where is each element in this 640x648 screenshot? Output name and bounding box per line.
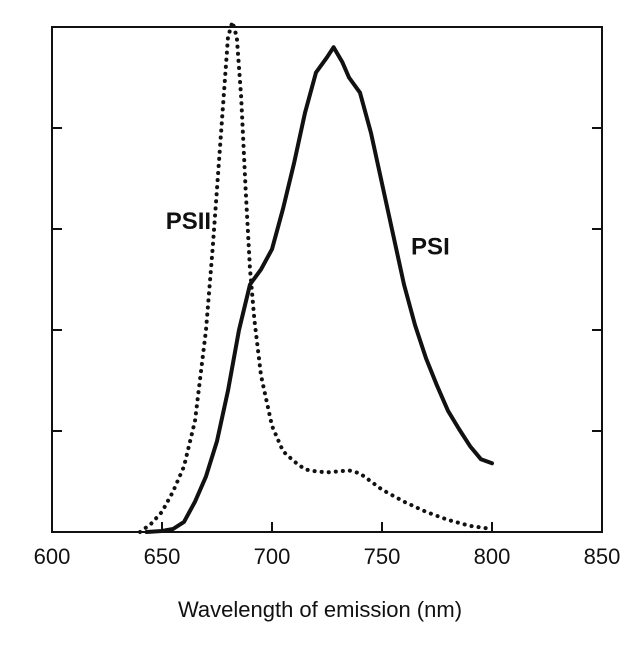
axes: 600 650 700 750 800 850 xyxy=(34,26,621,569)
x-axis-title: Wavelength of emission (nm) xyxy=(178,597,462,622)
series-label-psi: PSI xyxy=(411,233,450,260)
plot-frame xyxy=(51,26,603,533)
x-tick-label: 650 xyxy=(144,544,181,569)
series-line-psii xyxy=(138,19,494,534)
x-tick-label: 850 xyxy=(584,544,621,569)
series-line-psi xyxy=(144,45,494,534)
series-group xyxy=(138,19,494,534)
x-tick-label: 750 xyxy=(364,544,401,569)
series-label-psii: PSII xyxy=(166,208,211,235)
labels-group: PSII PSI xyxy=(166,208,450,260)
x-tick-label: 600 xyxy=(34,544,71,569)
x-tick-label: 800 xyxy=(474,544,511,569)
x-tick-label: 700 xyxy=(254,544,291,569)
